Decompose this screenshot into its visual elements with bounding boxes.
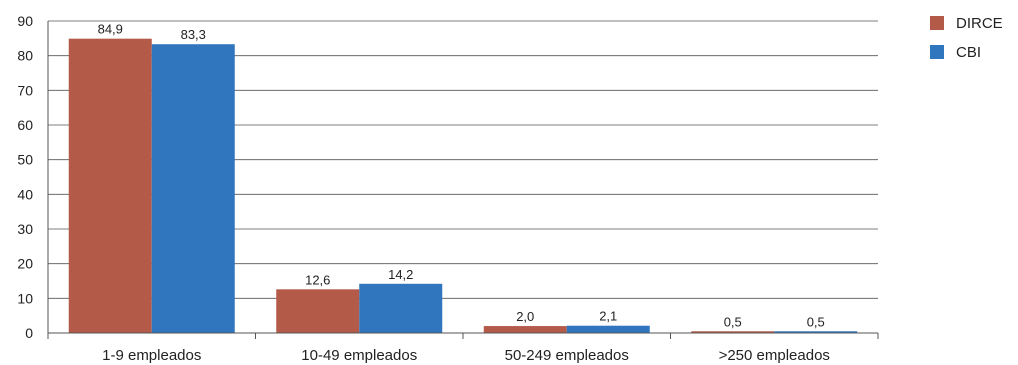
bar-cbi-3 (774, 331, 858, 333)
data-label-cbi-3: 0,5 (807, 314, 825, 329)
category-label-2: 50-249 empleados (505, 347, 629, 364)
category-label-3: >250 empleados (719, 347, 830, 364)
legend-swatch-cbi (930, 45, 944, 59)
legend-item-dirce: DIRCE (930, 13, 1003, 33)
y-tick-label-40: 40 (17, 186, 33, 202)
labels: 0 10 20 30 40 50 60 70 80 90 84,9 83,3 1-9 empleados… (17, 13, 830, 364)
y-tick-label-50: 50 (17, 152, 33, 168)
axes (47, 21, 879, 339)
category-label-1: 10-49 empleados (301, 347, 417, 364)
legend: DIRCE CBI (930, 13, 1003, 71)
bar-cbi-0 (151, 44, 235, 334)
bar-dirce-0 (68, 38, 152, 334)
y-tick-label-90: 90 (17, 13, 33, 29)
y-tick-label-10: 10 (17, 290, 33, 306)
y-tick-label-60: 60 (17, 117, 33, 133)
data-label-dirce-1: 12,6 (305, 272, 330, 287)
data-label-dirce-3: 0,5 (724, 314, 742, 329)
y-tick-label-70: 70 (17, 82, 33, 98)
y-tick-label-30: 30 (17, 221, 33, 237)
data-label-dirce-2: 2,0 (516, 309, 534, 324)
bar-cbi-1 (359, 283, 443, 333)
y-tick-label-20: 20 (17, 256, 33, 272)
legend-label-cbi: CBI (956, 43, 982, 61)
y-tick-label-0: 0 (25, 325, 33, 341)
category-label-0: 1-9 empleados (102, 347, 201, 364)
data-label-cbi-2: 2,1 (599, 309, 617, 324)
data-label-cbi-0: 83,3 (181, 27, 206, 42)
y-tick-label-80: 80 (17, 48, 33, 64)
bars (68, 38, 858, 334)
legend-item-cbi: CBI (930, 42, 1003, 62)
bar-dirce-2 (483, 326, 567, 333)
bar-dirce-1 (276, 289, 360, 333)
data-label-cbi-1: 14,2 (388, 267, 413, 282)
bar-cbi-2 (566, 325, 650, 333)
bar-dirce-3 (691, 331, 775, 333)
legend-swatch-dirce (930, 16, 944, 30)
legend-label-dirce: DIRCE (956, 14, 1003, 32)
data-label-dirce-0: 84,9 (98, 22, 123, 37)
